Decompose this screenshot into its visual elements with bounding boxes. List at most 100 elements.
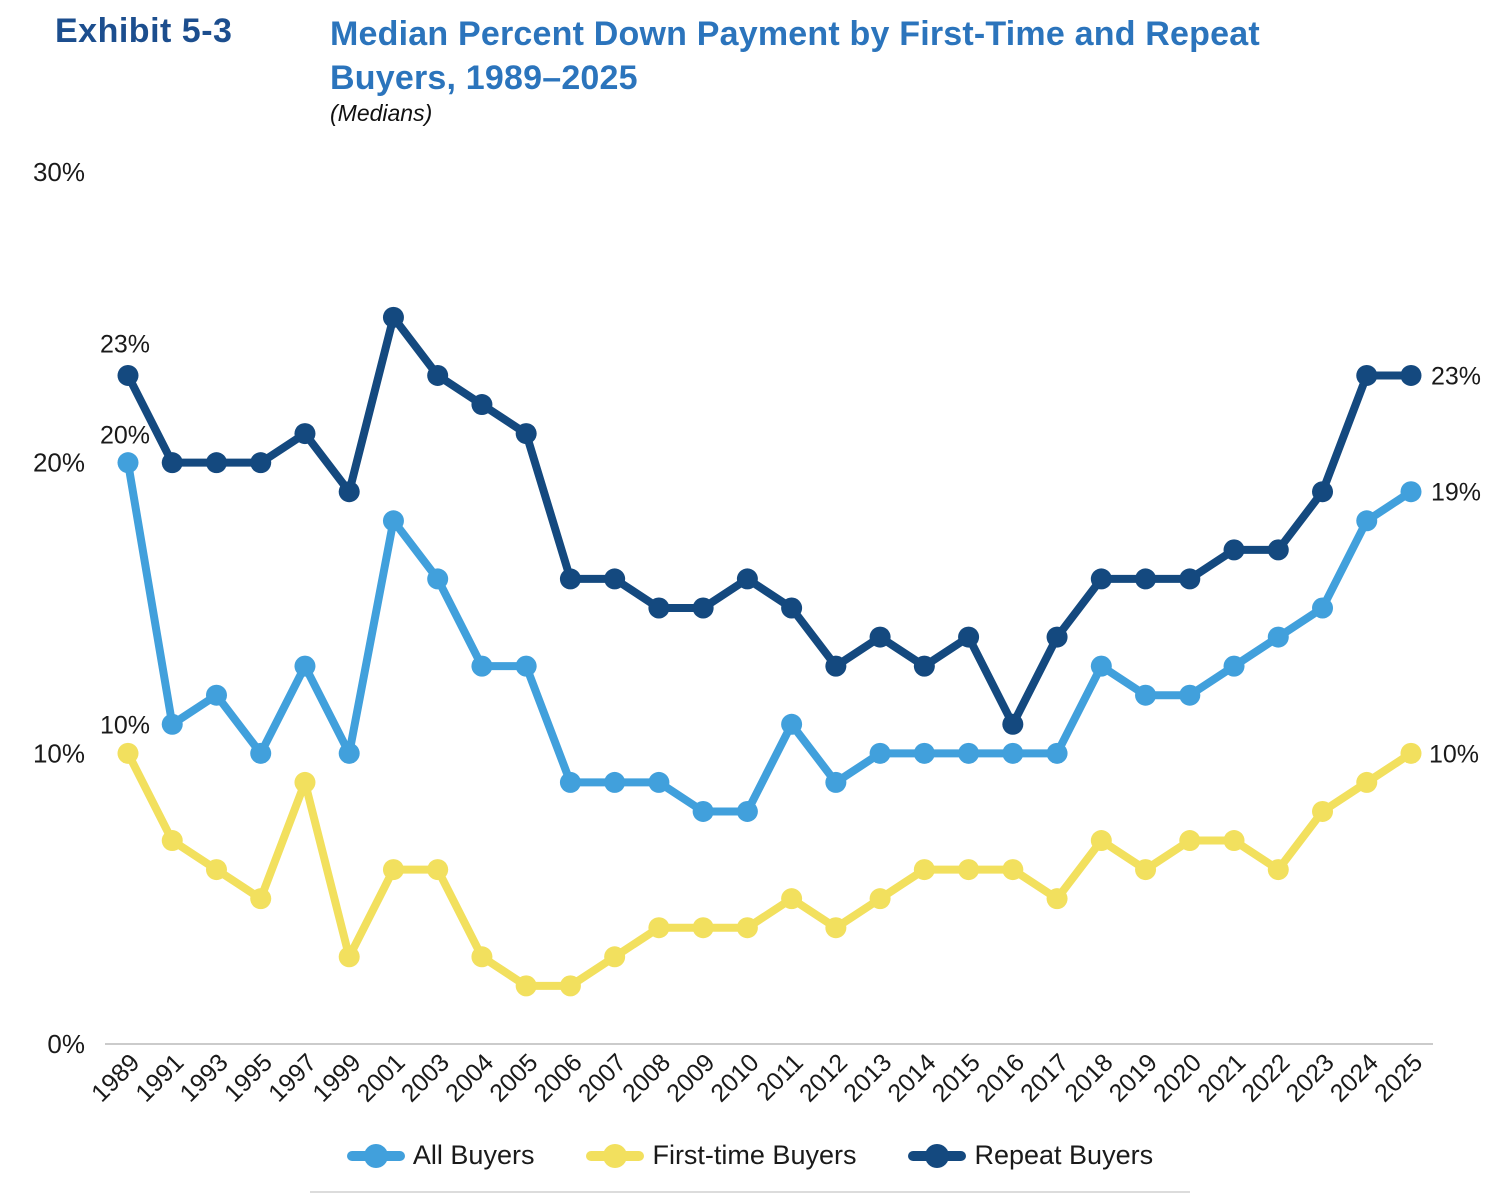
x-tick-label: 2011 — [751, 1048, 809, 1106]
legend-label: First-time Buyers — [652, 1140, 857, 1170]
x-tick-label: 2025 — [1369, 1048, 1428, 1107]
data-point-all-buyers — [1179, 684, 1201, 706]
data-point-first-time-buyers — [1267, 859, 1289, 881]
chart-title: Median Percent Down Payment by First-Tim… — [330, 12, 1430, 100]
legend-marker-icon — [586, 1143, 645, 1168]
x-tick-label: 2015 — [927, 1048, 986, 1107]
x-tick-label: 2014 — [882, 1048, 941, 1107]
data-point-repeat-buyers — [869, 626, 891, 648]
x-tick-label: 2005 — [484, 1048, 543, 1107]
data-point-all-buyers — [1090, 655, 1112, 677]
x-tick-label: 1997 — [263, 1048, 322, 1107]
data-point-first-time-buyers — [913, 859, 935, 881]
data-point-all-buyers — [382, 510, 404, 532]
x-tick-label: 1989 — [86, 1048, 145, 1107]
legend-item: First-time Buyers — [586, 1140, 856, 1171]
data-point-first-time-buyers — [781, 888, 803, 910]
data-point-repeat-buyers — [736, 568, 758, 590]
bottom-divider — [310, 1191, 1190, 1193]
data-point-first-time-buyers — [205, 859, 227, 881]
x-tick-label: 2023 — [1281, 1048, 1340, 1107]
data-point-repeat-buyers — [913, 655, 935, 677]
x-tick-label: 2009 — [661, 1048, 720, 1107]
data-point-all-buyers — [958, 742, 980, 764]
data-point-all-buyers — [1046, 742, 1068, 764]
y-tick-label: 30% — [33, 157, 85, 187]
data-point-all-buyers — [913, 742, 935, 764]
data-point-repeat-buyers — [1002, 713, 1024, 735]
data-point-first-time-buyers — [1312, 800, 1334, 822]
legend-item: All Buyers — [346, 1140, 535, 1171]
x-tick-label: 1993 — [175, 1048, 234, 1107]
data-point-repeat-buyers — [1223, 539, 1245, 561]
data-point-repeat-buyers — [1135, 568, 1157, 590]
annotation-label: 23% — [100, 330, 150, 358]
data-point-all-buyers — [117, 452, 139, 474]
data-point-first-time-buyers — [1046, 888, 1068, 910]
data-point-repeat-buyers — [604, 568, 626, 590]
data-point-all-buyers — [471, 655, 493, 677]
data-point-repeat-buyers — [294, 423, 316, 445]
data-point-all-buyers — [1400, 481, 1422, 503]
x-tick-label: 1991 — [130, 1048, 189, 1107]
data-point-repeat-buyers — [559, 568, 581, 590]
data-point-repeat-buyers — [1267, 539, 1289, 561]
data-point-all-buyers — [1002, 742, 1024, 764]
data-point-repeat-buyers — [515, 423, 537, 445]
chart-title-line2: Buyers, 1989–2025 — [330, 59, 638, 97]
data-point-first-time-buyers — [117, 742, 139, 764]
data-point-first-time-buyers — [1223, 830, 1245, 852]
annotation-label: 10% — [1429, 740, 1479, 768]
data-point-all-buyers — [1135, 684, 1157, 706]
data-point-repeat-buyers — [958, 626, 980, 648]
data-point-repeat-buyers — [471, 394, 493, 416]
x-tick-label: 2004 — [440, 1048, 499, 1107]
legend-marker-dot-icon — [603, 1143, 628, 1168]
x-tick-label: 2022 — [1236, 1048, 1295, 1107]
annotation-label: 20% — [100, 422, 150, 450]
x-tick-label: 2020 — [1148, 1048, 1207, 1107]
chart-subtitle: (Medians) — [330, 100, 433, 126]
annotation-label: 19% — [1431, 479, 1481, 507]
y-tick-label: 20% — [33, 448, 85, 478]
data-point-first-time-buyers — [648, 917, 670, 939]
chart-legend: All Buyers First-time Buyers Repeat Buyers — [0, 1140, 1500, 1171]
x-tick-label: 2001 — [352, 1048, 411, 1107]
x-tick-label: 2019 — [1104, 1048, 1163, 1107]
data-point-all-buyers — [736, 800, 758, 822]
exhibit-label: Exhibit 5-3 — [55, 12, 233, 50]
data-point-first-time-buyers — [515, 975, 537, 997]
data-point-repeat-buyers — [117, 364, 139, 386]
data-point-repeat-buyers — [692, 597, 714, 619]
data-point-repeat-buyers — [1179, 568, 1201, 590]
data-point-first-time-buyers — [825, 917, 847, 939]
data-point-all-buyers — [781, 713, 803, 735]
data-point-first-time-buyers — [338, 946, 360, 968]
data-point-first-time-buyers — [604, 946, 626, 968]
legend-marker-dot-icon — [925, 1143, 950, 1168]
data-point-repeat-buyers — [1046, 626, 1068, 648]
data-point-repeat-buyers — [1400, 364, 1422, 386]
x-tick-label: 2021 — [1192, 1048, 1251, 1107]
x-tick-label: 2024 — [1325, 1048, 1384, 1107]
data-point-first-time-buyers — [250, 888, 272, 910]
series-line-repeat-buyers — [124, 313, 1415, 729]
data-point-first-time-buyers — [1002, 859, 1024, 881]
data-point-first-time-buyers — [471, 946, 493, 968]
data-point-all-buyers — [294, 655, 316, 677]
data-point-repeat-buyers — [825, 655, 847, 677]
data-point-all-buyers — [1223, 655, 1245, 677]
data-point-repeat-buyers — [161, 452, 183, 474]
data-point-all-buyers — [1356, 510, 1378, 532]
legend-marker-dot-icon — [363, 1143, 388, 1168]
data-point-first-time-buyers — [427, 859, 449, 881]
data-point-all-buyers — [427, 568, 449, 590]
legend-label: All Buyers — [412, 1140, 535, 1170]
data-point-first-time-buyers — [1135, 859, 1157, 881]
x-tick-label: 2016 — [971, 1048, 1030, 1107]
data-point-first-time-buyers — [1179, 830, 1201, 852]
x-tick-label: 2018 — [1059, 1048, 1118, 1107]
data-point-first-time-buyers — [161, 830, 183, 852]
data-point-first-time-buyers — [692, 917, 714, 939]
